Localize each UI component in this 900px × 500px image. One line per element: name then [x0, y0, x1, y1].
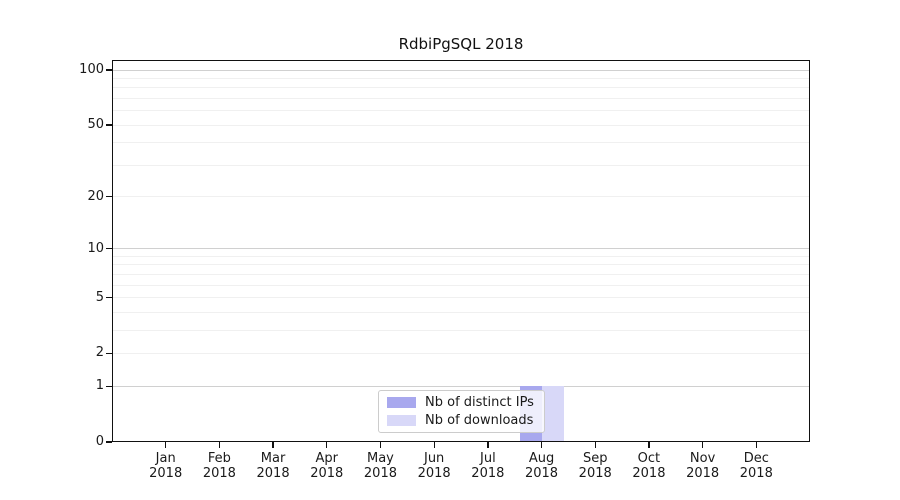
x-tick: [433, 442, 435, 448]
x-tick-year: 2018: [310, 466, 344, 481]
x-tick-month: Jun: [423, 451, 445, 466]
x-tick: [594, 442, 596, 448]
minor-gridline: [113, 297, 809, 299]
x-tick-month: Oct: [637, 451, 661, 466]
x-tick-year: 2018: [471, 466, 505, 481]
x-tick-month: Apr: [315, 451, 339, 466]
x-tick-label: Apr 2018: [297, 451, 357, 481]
x-tick-label: Feb 2018: [189, 451, 249, 481]
y-tick-label: 50: [87, 117, 104, 133]
x-tick: [272, 442, 274, 448]
minor-gridline: [113, 264, 809, 266]
x-tick-year: 2018: [578, 466, 612, 481]
x-tick-month: Jul: [480, 451, 496, 466]
x-tick-month: Sep: [582, 451, 608, 466]
x-tick-label: Nov 2018: [673, 451, 733, 481]
x-tick-year: 2018: [149, 466, 183, 481]
major-gridline: [113, 385, 809, 387]
x-tick-month: Jan: [155, 451, 176, 466]
x-tick-year: 2018: [417, 466, 451, 481]
x-tick-year: 2018: [524, 466, 559, 481]
x-tick-label: Jul 2018: [458, 451, 518, 481]
minor-gridline: [113, 110, 809, 112]
minor-gridline: [113, 196, 809, 198]
minor-gridline: [113, 329, 809, 331]
x-tick: [755, 442, 757, 448]
minor-gridline: [113, 87, 809, 89]
major-gridline: [113, 69, 809, 71]
y-tick-label: 20: [87, 188, 104, 204]
y-tick-label: 1: [95, 378, 104, 394]
x-tick-year: 2018: [363, 466, 397, 481]
x-tick-year: 2018: [632, 466, 666, 481]
x-tick-month: Feb: [207, 451, 231, 466]
x-tick: [326, 442, 328, 448]
y-tick: [106, 385, 112, 387]
plot-frame: [112, 60, 810, 442]
x-tick-year: 2018: [686, 466, 720, 481]
x-tick: [218, 442, 221, 448]
legend-label-downloads: Nb of downloads: [425, 413, 534, 429]
x-tick-label: Aug 2018: [512, 451, 572, 481]
x-tick-label: Dec 2018: [726, 451, 786, 481]
y-tick-label: 10: [87, 240, 104, 256]
x-tick-label: Oct 2018: [619, 451, 679, 481]
x-tick-label: Jan 2018: [136, 451, 196, 481]
x-tick-month: Mar: [260, 451, 286, 466]
minor-gridline: [113, 273, 809, 275]
x-tick: [648, 442, 650, 448]
minor-gridline: [113, 311, 809, 313]
x-tick-label: Jun 2018: [404, 451, 464, 481]
x-tick-month: Nov: [689, 451, 716, 466]
x-tick: [165, 442, 167, 448]
x-tick-label: May 2018: [350, 451, 410, 481]
x-tick-year: 2018: [739, 466, 773, 481]
x-tick-month: Aug: [528, 451, 555, 466]
x-tick-label: Mar 2018: [243, 451, 303, 481]
minor-gridline: [113, 352, 809, 354]
x-tick: [379, 442, 382, 448]
y-tick: [106, 69, 112, 71]
minor-gridline: [113, 142, 809, 144]
x-tick: [702, 442, 704, 448]
x-tick-label: Sep 2018: [565, 451, 625, 481]
y-tick: [106, 441, 112, 443]
y-tick: [106, 352, 112, 355]
x-tick: [540, 442, 543, 448]
distinct-ips-swatch: [387, 396, 416, 408]
legend-entry-downloads: Nb of downloads: [387, 413, 544, 428]
y-tick-label: 0: [95, 434, 104, 449]
y-tick-label: 100: [79, 62, 104, 77]
minor-gridline: [113, 255, 809, 257]
y-tick: [106, 124, 112, 126]
minor-gridline: [113, 97, 809, 99]
minor-gridline: [113, 164, 809, 166]
major-gridline: [113, 248, 809, 250]
legend-label-distinct-ips: Nb of distinct IPs: [425, 394, 534, 410]
y-tick: [106, 248, 112, 250]
legend-entry-distinct-ips: Nb of distinct IPs: [387, 395, 544, 410]
chart-title: RdbiPgSQL 2018: [398, 35, 524, 53]
legend-box: Nb of distinct IPs Nb of downloads: [378, 390, 545, 433]
minor-gridline: [113, 284, 809, 286]
x-tick-month: Dec: [743, 451, 769, 466]
downloads-swatch: [387, 415, 416, 427]
bar-downloads: [541, 386, 564, 442]
y-tick: [106, 195, 112, 198]
y-tick-label: 5: [95, 289, 104, 305]
x-tick-year: 2018: [256, 466, 290, 481]
minor-gridline: [113, 124, 809, 126]
x-tick: [487, 442, 489, 448]
x-tick-year: 2018: [202, 466, 236, 481]
minor-gridline: [113, 77, 809, 79]
x-tick-month: May: [367, 451, 394, 466]
y-tick-label: 2: [95, 345, 104, 361]
y-tick: [106, 296, 112, 299]
